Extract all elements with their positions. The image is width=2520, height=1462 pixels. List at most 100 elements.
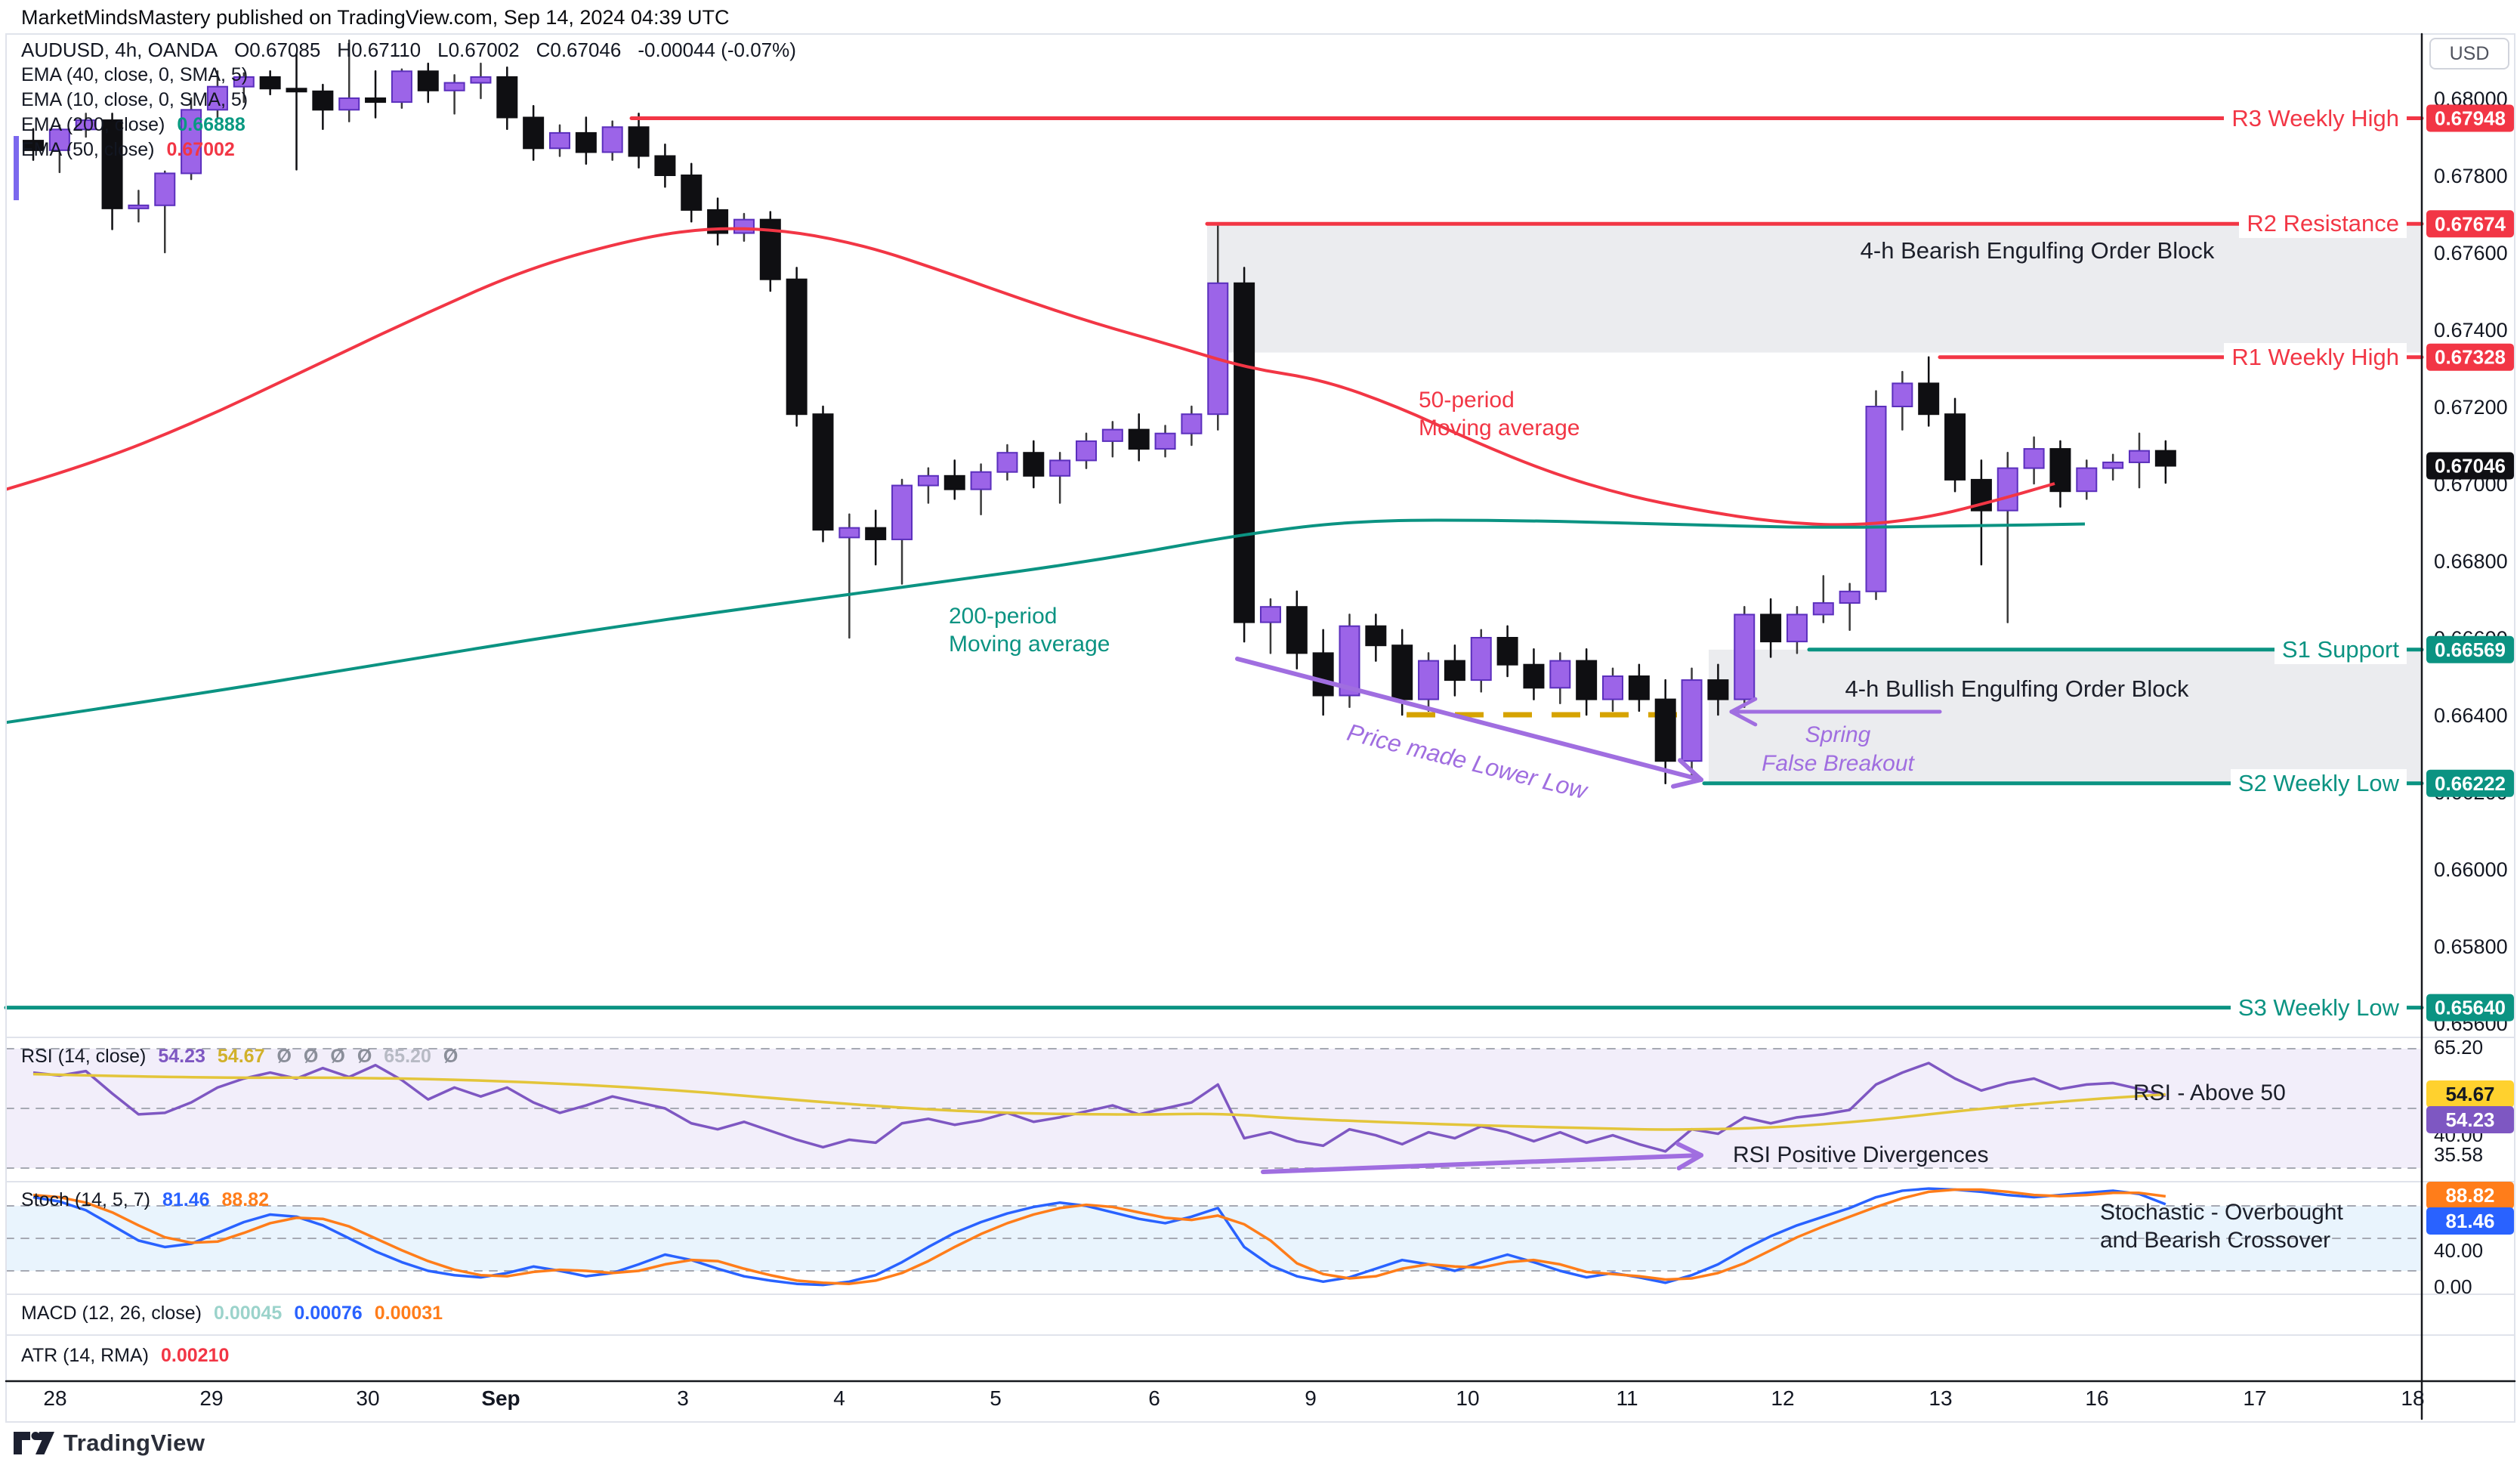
ema200-line[interactable] — [5, 518, 2086, 725]
candle-body[interactable] — [1470, 637, 1492, 682]
candle-body[interactable] — [206, 85, 228, 111]
candle-body[interactable] — [1576, 660, 1598, 700]
candle-body[interactable] — [1654, 698, 1676, 762]
candle-body[interactable] — [2154, 450, 2176, 467]
candle-body[interactable] — [338, 97, 360, 111]
annotation-bullish-order-block[interactable]: 4-h Bullish Engulfing Order Block — [1845, 675, 2189, 702]
candle-body[interactable] — [391, 70, 412, 104]
candle-body[interactable] — [575, 131, 597, 153]
rsi-legend[interactable]: RSI (14, close) 54.23 54.67 Ø Ø Ø Ø 65.20 Ø — [21, 1046, 458, 1068]
candle-body[interactable] — [838, 527, 860, 539]
brand-text[interactable]: TradingView — [63, 1430, 205, 1456]
annotation-200ma[interactable]: 200-period Moving average — [949, 604, 1110, 657]
candle-body[interactable] — [1444, 660, 1465, 682]
candle-body[interactable] — [1234, 282, 1255, 623]
candle-body[interactable] — [943, 474, 965, 490]
candle-body[interactable] — [1786, 614, 1808, 643]
candle-body[interactable] — [601, 126, 623, 153]
tradingview-logo[interactable] — [12, 1430, 56, 1456]
candle-body[interactable] — [549, 131, 570, 150]
candle-body[interactable] — [154, 172, 176, 206]
candle-body[interactable] — [1760, 614, 1782, 643]
stoch-legend-label[interactable]: Stoch (14, 5, 7) — [21, 1189, 150, 1210]
candle-body[interactable] — [181, 109, 202, 175]
candle-body[interactable] — [970, 471, 992, 490]
candle-body[interactable] — [1997, 467, 2018, 512]
candle-body[interactable] — [1181, 413, 1203, 434]
candle-body[interactable] — [1023, 452, 1045, 477]
annotation-bearish-order-block[interactable]: 4-h Bearish Engulfing Order Block — [1860, 237, 2215, 264]
symbol-ohlc-row[interactable]: AUDUSD, 4h, OANDA O0.67085 H0.67110 L0.6700… — [21, 38, 813, 63]
candle-body[interactable] — [496, 76, 518, 119]
candle-body[interactable] — [1076, 440, 1097, 462]
candle-body[interactable] — [1892, 382, 1913, 407]
stoch-d-line[interactable] — [32, 1188, 2166, 1285]
candle-body[interactable] — [2129, 450, 2150, 463]
candle-body[interactable] — [101, 119, 123, 209]
candle-body[interactable] — [48, 128, 70, 151]
macd-legend[interactable]: MACD (12, 26, close) 0.00045 0.00076 0.0003… — [21, 1303, 443, 1324]
stoch-k-line[interactable] — [32, 1187, 2166, 1287]
candle-body[interactable] — [628, 126, 650, 157]
candle-body[interactable] — [1549, 660, 1571, 689]
candle-body[interactable] — [996, 452, 1018, 473]
candle-body[interactable] — [1812, 602, 1834, 616]
candle-body[interactable] — [1312, 652, 1334, 697]
ema-legend-row-1[interactable]: EMA (10, close, 0, SMA, 5) — [21, 88, 813, 113]
rsi-legend-label[interactable]: RSI (14, close) — [21, 1046, 147, 1067]
rsi-ma-line[interactable] — [32, 1072, 2166, 1131]
order-block-bearish[interactable] — [1207, 224, 2422, 353]
macd-legend-label[interactable]: MACD (12, 26, close) — [21, 1303, 202, 1324]
candle-body[interactable] — [75, 119, 97, 131]
candle-body[interactable] — [1154, 432, 1176, 450]
candle-body[interactable] — [1944, 413, 1966, 481]
candle-body[interactable] — [417, 70, 439, 91]
candle-body[interactable] — [681, 175, 703, 211]
candle-body[interactable] — [733, 218, 755, 234]
atr-legend[interactable]: ATR (14, RMA) 0.00210 — [21, 1345, 229, 1367]
candle-body[interactable] — [891, 484, 913, 540]
candle-body[interactable] — [1128, 428, 1150, 450]
candle-body[interactable] — [1734, 614, 1756, 700]
stoch-legend[interactable]: Stoch (14, 5, 7) 81.46 88.82 — [21, 1189, 269, 1211]
candle-body[interactable] — [865, 527, 887, 540]
candle-body[interactable] — [286, 88, 307, 93]
atr-legend-label[interactable]: ATR (14, RMA) — [21, 1345, 149, 1366]
candle-body[interactable] — [1523, 663, 1545, 689]
annotation-rsi-divergence[interactable]: RSI Positive Divergences — [1733, 1142, 1989, 1167]
candle-body[interactable] — [1286, 606, 1308, 654]
candle-body[interactable] — [1207, 282, 1229, 416]
candle-body[interactable] — [2076, 467, 2098, 493]
candle-body[interactable] — [23, 140, 44, 151]
candle-body[interactable] — [1602, 675, 1623, 700]
order-block-bullish[interactable] — [1709, 649, 2422, 784]
candle-body[interactable] — [1101, 428, 1123, 442]
annotation-50ma[interactable]: 50-period Moving average — [1419, 388, 1580, 440]
candle-body[interactable] — [1839, 590, 1861, 604]
candle-body[interactable] — [1259, 606, 1281, 623]
candle-body[interactable] — [312, 90, 334, 111]
candle-body[interactable] — [233, 76, 255, 88]
candle-body[interactable] — [1418, 660, 1440, 700]
candle-body[interactable] — [1681, 679, 1703, 762]
rsi-line[interactable] — [32, 1062, 2166, 1153]
annotation-rsi-above-50[interactable]: RSI - Above 50 — [2133, 1080, 2286, 1105]
candle-body[interactable] — [1391, 644, 1413, 700]
candle-body[interactable] — [259, 76, 281, 90]
candle-body[interactable] — [786, 278, 808, 416]
candle-body[interactable] — [1628, 675, 1650, 700]
candle-body[interactable] — [470, 76, 492, 84]
candle-body[interactable] — [1339, 625, 1360, 697]
candle-body[interactable] — [2023, 448, 2045, 469]
ema-legend-row-2[interactable]: EMA (200, close) 0.66888 — [21, 113, 813, 138]
candle-body[interactable] — [1365, 625, 1387, 647]
candle-body[interactable] — [365, 97, 387, 104]
candle-body[interactable] — [1496, 637, 1518, 666]
currency-toggle[interactable]: USD — [2429, 38, 2509, 70]
candle-body[interactable] — [128, 204, 150, 209]
candle-body[interactable] — [443, 82, 465, 91]
candle-body[interactable] — [917, 474, 939, 487]
annotation-stochastic-note[interactable]: Stochastic - Overbought and Bearish Cros… — [2100, 1200, 2343, 1253]
ema-legend-row-3[interactable]: EMA (50, close) 0.67002 — [21, 138, 813, 162]
